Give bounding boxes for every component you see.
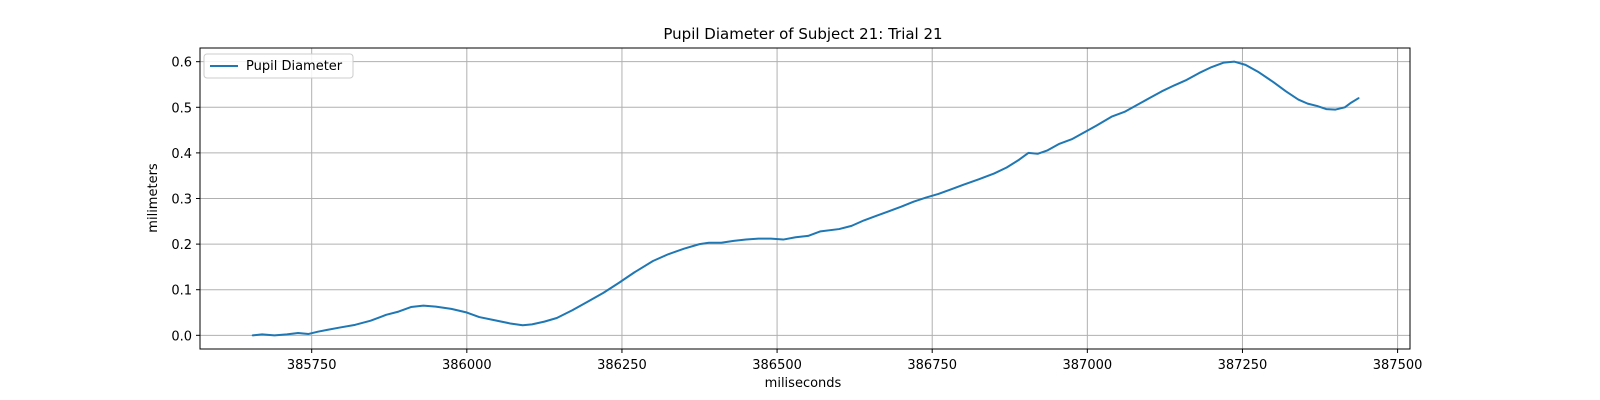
grid-layer: [200, 48, 1410, 349]
series-line-pupil-diameter: [251, 60, 1360, 337]
x-tick-label: 387000: [1063, 358, 1113, 373]
y-tick-label: 0.0: [171, 329, 192, 344]
chart-title: Pupil Diameter of Subject 21: Trial 21: [663, 25, 942, 43]
x-tick-label: 387500: [1373, 358, 1423, 373]
x-tick-label: 386250: [597, 358, 647, 373]
x-tick-label: 386500: [752, 358, 802, 373]
x-tick-label: 386000: [442, 358, 492, 373]
legend-label: Pupil Diameter: [246, 59, 343, 74]
series-layer: [251, 60, 1360, 337]
legend: Pupil Diameter: [203, 53, 354, 79]
y-tick-label: 0.6: [171, 56, 192, 71]
y-tick-label: 0.3: [171, 193, 192, 208]
x-axis-label: miliseconds: [765, 376, 842, 391]
x-tick-label: 385750: [287, 358, 337, 373]
legend-box: [203, 53, 354, 79]
x-tick-label: 387250: [1218, 358, 1268, 373]
x-tick-label: 386750: [907, 358, 957, 373]
y-tick-label: 0.2: [171, 238, 192, 253]
y-axis-ticks: 0.0 0.1 0.2 0.3 0.4 0.5 0.6: [171, 56, 200, 344]
y-tick-label: 0.1: [171, 284, 192, 299]
y-tick-label: 0.5: [171, 101, 192, 116]
y-tick-label: 0.4: [171, 147, 192, 162]
y-axis-label: milimeters: [146, 163, 161, 233]
x-axis-ticks: 385750 386000 386250 386500 386750 387000 3872…: [287, 349, 1423, 373]
